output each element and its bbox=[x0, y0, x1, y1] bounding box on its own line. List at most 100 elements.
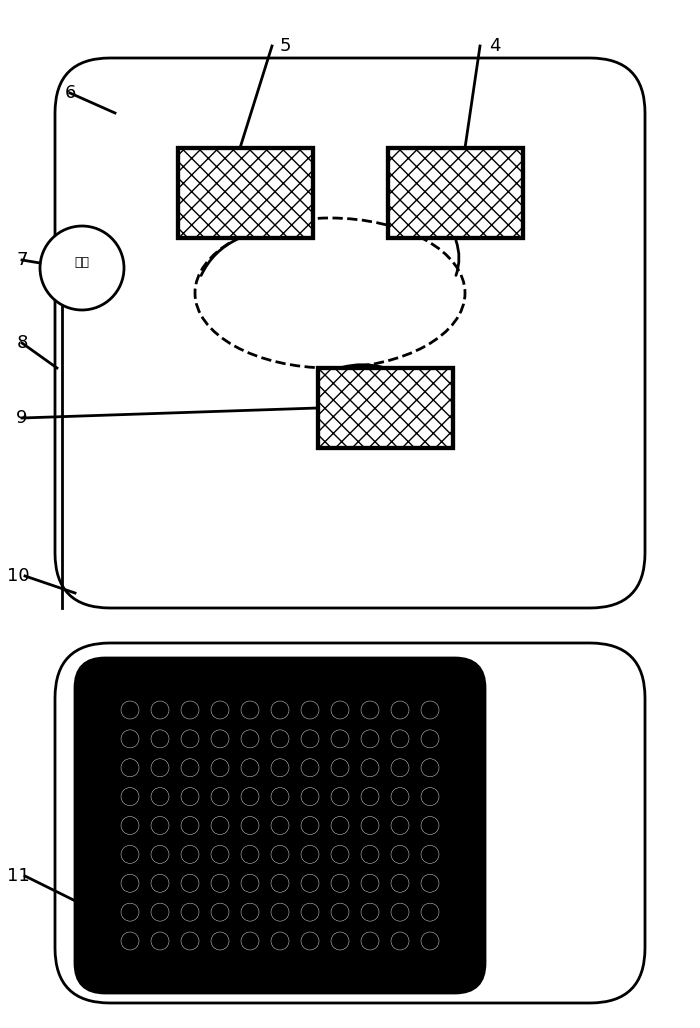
Circle shape bbox=[271, 904, 289, 921]
Circle shape bbox=[181, 845, 199, 864]
Text: 5: 5 bbox=[279, 37, 290, 56]
FancyBboxPatch shape bbox=[55, 642, 645, 1003]
Circle shape bbox=[181, 874, 199, 892]
Bar bbox=[388, 148, 522, 238]
Circle shape bbox=[211, 816, 229, 835]
Circle shape bbox=[331, 845, 349, 864]
Circle shape bbox=[331, 874, 349, 892]
Circle shape bbox=[241, 932, 259, 950]
Circle shape bbox=[391, 730, 409, 748]
Circle shape bbox=[121, 787, 139, 806]
Circle shape bbox=[421, 730, 439, 748]
Circle shape bbox=[211, 932, 229, 950]
Circle shape bbox=[181, 701, 199, 719]
Circle shape bbox=[151, 904, 169, 921]
Bar bbox=[178, 148, 312, 238]
Circle shape bbox=[421, 845, 439, 864]
Circle shape bbox=[181, 904, 199, 921]
Circle shape bbox=[271, 730, 289, 748]
Circle shape bbox=[151, 932, 169, 950]
Circle shape bbox=[241, 759, 259, 777]
Circle shape bbox=[211, 730, 229, 748]
Circle shape bbox=[391, 787, 409, 806]
Circle shape bbox=[121, 730, 139, 748]
Circle shape bbox=[241, 701, 259, 719]
Circle shape bbox=[421, 874, 439, 892]
Circle shape bbox=[211, 874, 229, 892]
Text: 嚙雾: 嚙雾 bbox=[74, 257, 90, 269]
Text: 11: 11 bbox=[6, 867, 29, 885]
Circle shape bbox=[331, 932, 349, 950]
Circle shape bbox=[151, 730, 169, 748]
Circle shape bbox=[391, 816, 409, 835]
Text: 9: 9 bbox=[16, 409, 28, 427]
Circle shape bbox=[241, 816, 259, 835]
Bar bbox=[388, 148, 522, 238]
Circle shape bbox=[121, 816, 139, 835]
Bar bbox=[318, 368, 452, 448]
Circle shape bbox=[331, 816, 349, 835]
Circle shape bbox=[421, 932, 439, 950]
Circle shape bbox=[391, 904, 409, 921]
Circle shape bbox=[121, 759, 139, 777]
Circle shape bbox=[391, 759, 409, 777]
Circle shape bbox=[361, 904, 379, 921]
Circle shape bbox=[121, 845, 139, 864]
Ellipse shape bbox=[195, 218, 465, 368]
Circle shape bbox=[211, 845, 229, 864]
Circle shape bbox=[181, 759, 199, 777]
Circle shape bbox=[241, 904, 259, 921]
Circle shape bbox=[241, 730, 259, 748]
Circle shape bbox=[40, 226, 124, 310]
Circle shape bbox=[271, 874, 289, 892]
Text: 6: 6 bbox=[64, 84, 76, 102]
Circle shape bbox=[271, 701, 289, 719]
Circle shape bbox=[421, 759, 439, 777]
Circle shape bbox=[121, 701, 139, 719]
Circle shape bbox=[361, 874, 379, 892]
Circle shape bbox=[271, 816, 289, 835]
Circle shape bbox=[391, 845, 409, 864]
Circle shape bbox=[301, 932, 319, 950]
Circle shape bbox=[301, 730, 319, 748]
Circle shape bbox=[391, 932, 409, 950]
Text: 10: 10 bbox=[7, 567, 29, 585]
Circle shape bbox=[211, 701, 229, 719]
Bar bbox=[178, 148, 312, 238]
Circle shape bbox=[361, 759, 379, 777]
Circle shape bbox=[151, 701, 169, 719]
Circle shape bbox=[391, 701, 409, 719]
Circle shape bbox=[421, 816, 439, 835]
Circle shape bbox=[121, 874, 139, 892]
Circle shape bbox=[331, 904, 349, 921]
Text: 8: 8 bbox=[16, 334, 28, 352]
Circle shape bbox=[271, 787, 289, 806]
Circle shape bbox=[331, 701, 349, 719]
Circle shape bbox=[301, 759, 319, 777]
Circle shape bbox=[301, 787, 319, 806]
Circle shape bbox=[181, 787, 199, 806]
Circle shape bbox=[271, 759, 289, 777]
Bar bbox=[318, 368, 452, 448]
Circle shape bbox=[211, 759, 229, 777]
Circle shape bbox=[361, 816, 379, 835]
Circle shape bbox=[331, 787, 349, 806]
Circle shape bbox=[391, 874, 409, 892]
Text: 4: 4 bbox=[489, 37, 500, 56]
Circle shape bbox=[181, 932, 199, 950]
Circle shape bbox=[301, 816, 319, 835]
Circle shape bbox=[361, 932, 379, 950]
Circle shape bbox=[421, 904, 439, 921]
Circle shape bbox=[361, 701, 379, 719]
Circle shape bbox=[211, 787, 229, 806]
Circle shape bbox=[361, 787, 379, 806]
Circle shape bbox=[151, 874, 169, 892]
Circle shape bbox=[151, 845, 169, 864]
Circle shape bbox=[361, 845, 379, 864]
Circle shape bbox=[331, 759, 349, 777]
Circle shape bbox=[271, 845, 289, 864]
Circle shape bbox=[301, 904, 319, 921]
Circle shape bbox=[301, 874, 319, 892]
Circle shape bbox=[421, 701, 439, 719]
Circle shape bbox=[301, 845, 319, 864]
